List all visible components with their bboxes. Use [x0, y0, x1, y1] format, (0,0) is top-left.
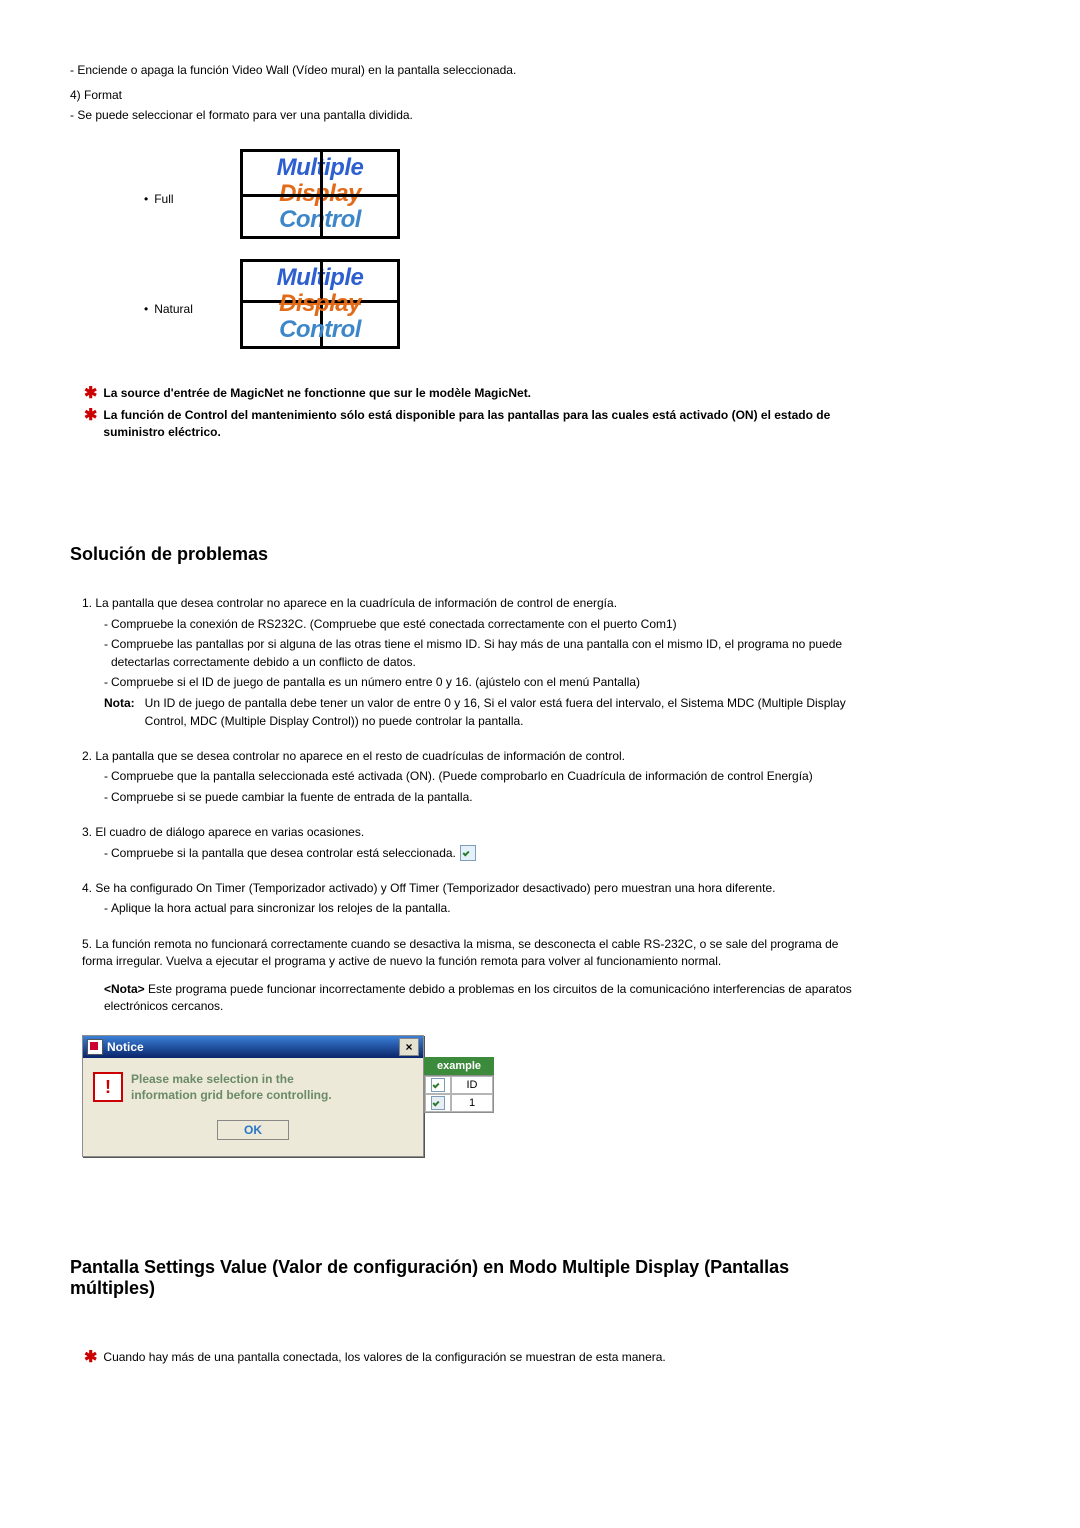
final-star-note: ✱ Cuando hay más de una pantalla conecta…	[84, 1349, 870, 1367]
video-wall-note: - Enciende o apaga la función Video Wall…	[70, 62, 870, 79]
troubleshooting-list: 1. La pantalla que desea controlar no ap…	[82, 595, 870, 1015]
grid-cell-id: 1	[451, 1094, 493, 1112]
star-icon: ✱	[84, 385, 97, 403]
format-full-image: Multiple Display Control	[240, 149, 400, 239]
format-row-natural-label: Natural	[130, 259, 240, 359]
example-caption: example	[424, 1057, 494, 1075]
app-icon	[87, 1039, 103, 1055]
format-natural-image: Multiple Display Control	[240, 259, 400, 349]
grid-head-check	[425, 1076, 451, 1094]
grid-head-id: ID	[451, 1076, 493, 1094]
format-table: Full Multiple Display Control Natural Mu…	[130, 149, 870, 359]
notice-dialog: Notice × ! Please make selection in the …	[82, 1035, 424, 1156]
notice-dialog-area: Notice × ! Please make selection in the …	[82, 1035, 870, 1156]
warning-icon: !	[93, 1072, 123, 1102]
star-notes: ✱ La source d'entrée de MagicNet ne fonc…	[84, 385, 870, 440]
star-icon: ✱	[84, 1349, 97, 1367]
trouble-item-2: 2. La pantalla que se desea controlar no…	[82, 748, 870, 806]
star-note-2: ✱ La función de Control del mantenimient…	[84, 407, 870, 441]
checkbox-icon	[460, 845, 476, 861]
format-row-full-label: Full	[130, 149, 240, 249]
star-icon: ✱	[84, 407, 97, 441]
settings-value-heading: Pantalla Settings Value (Valor de config…	[70, 1257, 870, 1299]
dialog-message: Please make selection in the information…	[131, 1072, 332, 1103]
troubleshooting-heading: Solución de problemas	[70, 544, 870, 565]
grid-cell-check	[425, 1094, 451, 1112]
star-note-1: ✱ La source d'entrée de MagicNet ne fonc…	[84, 385, 870, 403]
ok-button[interactable]: OK	[217, 1120, 289, 1140]
trouble-item-5-nota: <Nota> Este programa puede funcionar inc…	[104, 981, 870, 1016]
art-word-control: Control	[279, 317, 361, 343]
trouble-item-5: 5. La función remota no funcionará corre…	[82, 936, 870, 1016]
trouble-item-3: 3. El cuadro de diálogo aparece en varia…	[82, 824, 870, 862]
dialog-body: ! Please make selection in the informati…	[83, 1058, 423, 1155]
close-icon[interactable]: ×	[399, 1038, 419, 1056]
art-word-display: Display	[279, 291, 361, 317]
trouble-item-4: 4. Se ha configurado On Timer (Temporiza…	[82, 880, 870, 918]
format-desc: - Se puede seleccionar el formato para v…	[70, 107, 870, 124]
trouble-item-1: 1. La pantalla que desea controlar no ap…	[82, 595, 870, 730]
format-heading: 4) Format	[70, 87, 870, 104]
dialog-title: Notice	[107, 1040, 399, 1054]
trouble-item-1-nota: Nota: Un ID de juego de pantalla debe te…	[104, 695, 870, 730]
example-grid: example ID 1	[424, 1057, 494, 1113]
dialog-titlebar: Notice ×	[83, 1036, 423, 1058]
